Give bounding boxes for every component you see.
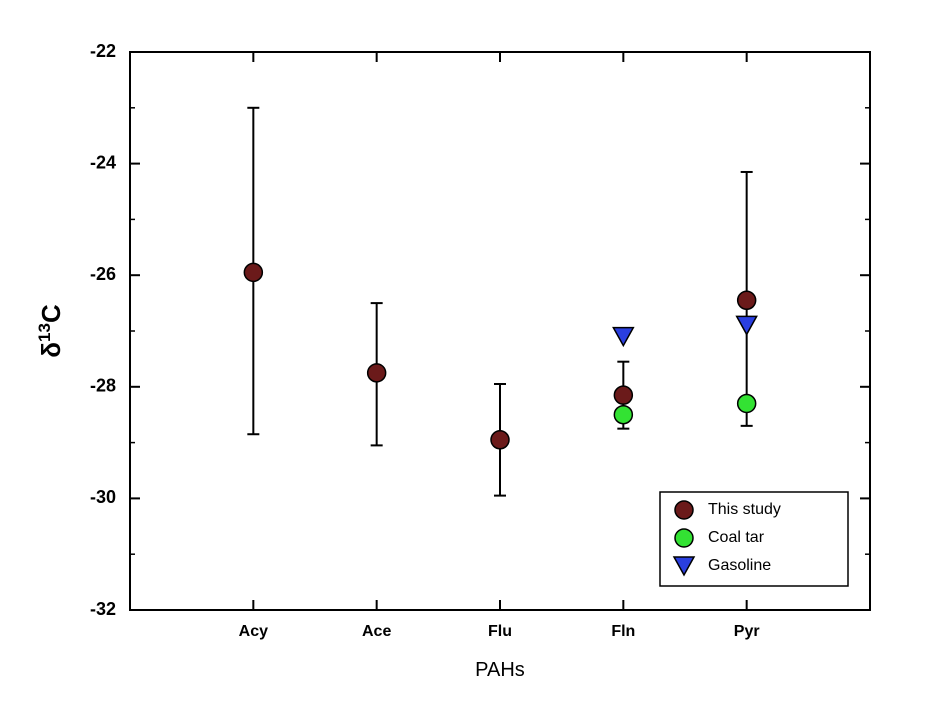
data-point-this_study <box>614 386 632 404</box>
y-tick-label: -28 <box>90 376 116 396</box>
data-point-this_study <box>491 431 509 449</box>
x-tick-label: Ace <box>362 623 391 640</box>
y-tick-label: -26 <box>90 264 116 284</box>
data-point-coal_tar <box>738 395 756 413</box>
data-point-this_study <box>368 364 386 382</box>
y-tick-label: -30 <box>90 487 116 507</box>
legend-label: Gasoline <box>708 557 771 574</box>
legend-label: This study <box>708 501 781 518</box>
data-point-coal_tar <box>614 406 632 424</box>
legend-label: Coal tar <box>708 529 765 546</box>
data-point-this_study <box>738 291 756 309</box>
y-tick-label: -24 <box>90 152 116 172</box>
legend-item: Coal tar <box>675 529 765 547</box>
y-tick-label: -32 <box>90 599 116 619</box>
x-axis-label: PAHs <box>475 659 525 681</box>
chart-container: -32-30-28-26-24-22AcyAceFluFlnPyrPAHsδ13… <box>0 0 931 706</box>
x-tick-label: Acy <box>239 623 268 640</box>
legend-item: This study <box>675 501 781 519</box>
x-tick-label: Flu <box>488 623 512 640</box>
y-tick-label: -22 <box>90 41 116 61</box>
x-tick-label: Fln <box>611 623 635 640</box>
chart-svg: -32-30-28-26-24-22AcyAceFluFlnPyrPAHsδ13… <box>0 0 931 706</box>
data-point-this_study <box>244 263 262 281</box>
legend: This study Coal tar Gasoline <box>660 492 848 586</box>
x-tick-label: Pyr <box>734 623 760 640</box>
